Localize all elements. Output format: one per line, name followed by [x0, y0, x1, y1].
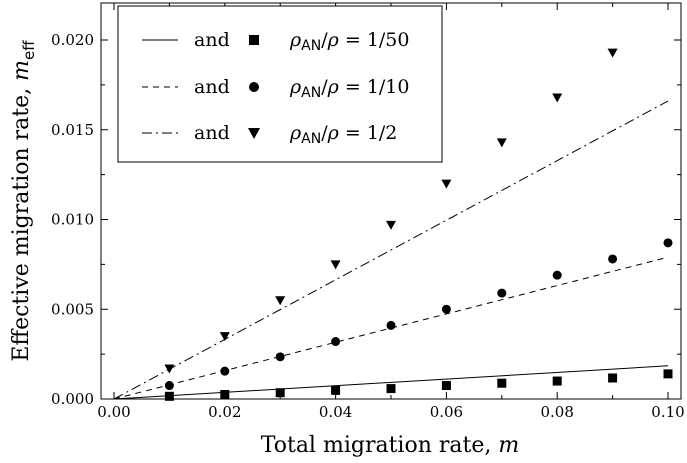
data-point-square — [164, 391, 174, 401]
data-point-triangle — [330, 260, 341, 270]
legend-label: ρAN/ρ = 1/50 — [289, 29, 409, 54]
series-points — [164, 48, 673, 401]
legend-entry-3: and ρAN/ρ = 1/2 — [142, 122, 397, 147]
data-point-square — [663, 369, 673, 379]
data-point-triangle — [275, 296, 286, 306]
y-tick-label: 0.005 — [51, 300, 94, 318]
legend-marker-triangle — [248, 128, 260, 139]
data-point-square — [275, 388, 285, 398]
data-point-square — [497, 378, 507, 388]
x-tick-label: 0.08 — [540, 403, 573, 421]
legend-connector: and — [194, 122, 230, 144]
legend-connector: and — [194, 76, 230, 98]
x-tick-label: 0.00 — [97, 403, 130, 421]
data-point-circle — [331, 337, 341, 347]
x-axis-title: Total migration rate, m — [261, 433, 519, 458]
y-tick-label: 0.010 — [51, 211, 94, 229]
series-line-3 — [113, 100, 669, 400]
legend-marker-circle — [249, 82, 259, 92]
data-point-triangle — [607, 48, 618, 58]
data-point-square — [331, 385, 341, 395]
legend-entry-2: and ρAN/ρ = 1/10 — [142, 76, 409, 101]
data-point-square — [441, 381, 451, 391]
y-tick-label: 0.020 — [51, 31, 94, 49]
legend-entry-1: and ρAN/ρ = 1/50 — [142, 29, 409, 54]
x-tick-label: 0.06 — [430, 403, 463, 421]
y-tick-label: 0.000 — [51, 390, 94, 408]
data-point-square — [552, 376, 562, 386]
legend-box — [117, 5, 443, 163]
x-tick-label: 0.04 — [319, 403, 352, 421]
x-tick-labels: 0.00 0.02 0.04 0.06 0.08 0.10 — [97, 403, 684, 421]
data-point-circle — [441, 304, 451, 314]
legend-label: ρAN/ρ = 1/10 — [289, 76, 409, 101]
data-point-circle — [164, 381, 174, 391]
data-point-triangle — [441, 179, 452, 189]
y-tick-labels: 0.000 0.005 0.010 0.015 0.020 — [51, 31, 94, 408]
legend-label: ρAN/ρ = 1/2 — [289, 122, 397, 147]
legend-marker-square — [249, 35, 259, 45]
data-point-circle — [220, 366, 230, 376]
data-point-square — [386, 384, 396, 394]
data-point-triangle — [164, 364, 175, 374]
data-point-triangle — [219, 332, 230, 342]
data-point-triangle — [386, 220, 396, 230]
y-axis-title: Effective migration rate, meff — [9, 40, 38, 362]
data-point-circle — [275, 352, 285, 362]
data-point-circle — [608, 254, 618, 264]
data-point-triangle — [552, 93, 563, 103]
series-line-2 — [113, 256, 669, 400]
legend: and ρAN/ρ = 1/50 and ρAN/ρ = 1/10 and ρA… — [117, 5, 443, 163]
data-point-circle — [663, 238, 673, 248]
data-point-circle — [386, 320, 396, 330]
data-point-triangle — [496, 138, 507, 148]
y-tick-label: 0.015 — [51, 121, 94, 139]
series-line-1 — [113, 365, 669, 400]
data-point-square — [220, 390, 230, 400]
data-point-circle — [497, 288, 507, 298]
series-lines — [113, 100, 669, 400]
data-point-square — [608, 373, 618, 383]
data-point-circle — [552, 270, 562, 280]
x-tick-label: 0.10 — [651, 403, 684, 421]
legend-connector: and — [194, 29, 230, 51]
x-tick-label: 0.02 — [208, 403, 241, 421]
